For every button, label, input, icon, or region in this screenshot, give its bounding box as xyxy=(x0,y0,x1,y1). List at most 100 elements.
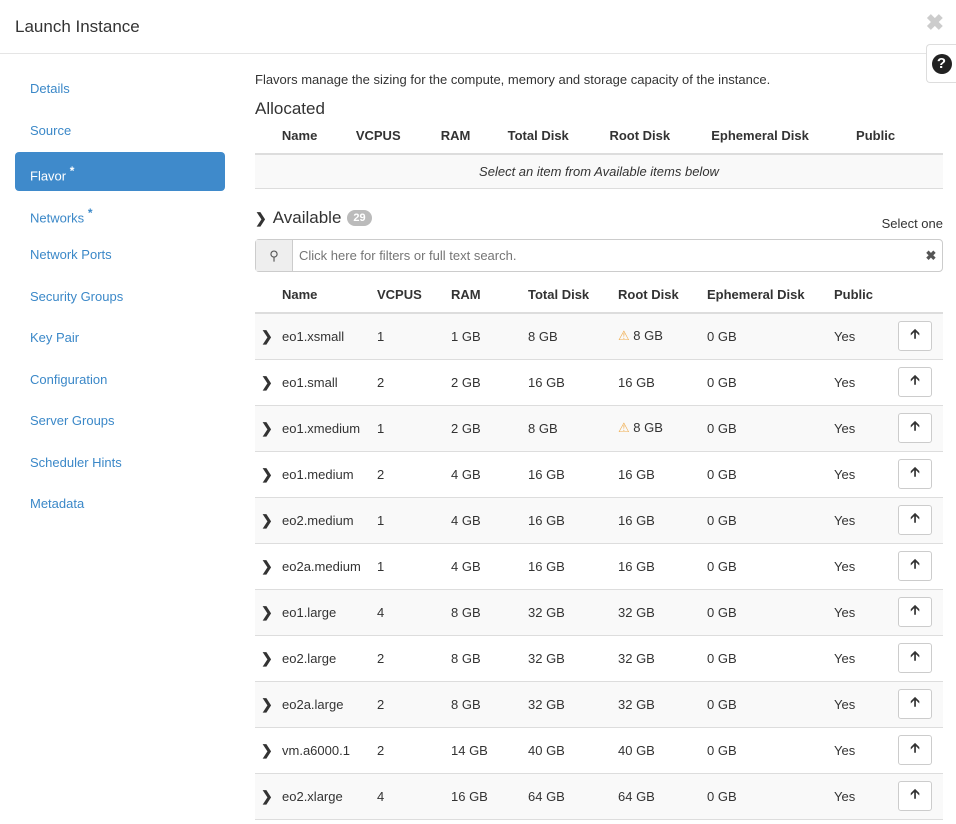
table-row: ❯ eo2.xlarge 4 16 GB 64 GB 64 GB 0 GB Yes 🡩 xyxy=(255,773,943,820)
sidebar-item-label: Security Groups xyxy=(30,288,124,304)
cell: 4 xyxy=(377,589,451,636)
expand-row-icon[interactable]: ❯ xyxy=(255,313,282,360)
cell: 0 GB xyxy=(707,313,834,360)
expand-row-icon[interactable]: ❯ xyxy=(255,451,282,498)
column-header[interactable]: Root Disk xyxy=(618,276,707,314)
allocate-button[interactable]: 🡩 xyxy=(898,413,932,443)
cell: 0 GB xyxy=(707,405,834,452)
arrow-up-icon: 🡩 xyxy=(910,648,920,663)
required-asterisk: * xyxy=(87,205,93,220)
cell: 1 xyxy=(377,405,451,452)
column-header[interactable]: Ephemeral Disk xyxy=(707,276,834,314)
cell: ⚠ 8 GB xyxy=(618,405,707,452)
allocate-button[interactable]: 🡩 xyxy=(898,321,932,352)
required-asterisk: * xyxy=(69,164,75,178)
table-row: ❯ eo1.xmedium 1 2 GB 8 GB ⚠ 8 GB 0 GB Yes 🡩 xyxy=(255,405,943,452)
cell: 1 xyxy=(377,313,451,360)
allocate-button[interactable]: 🡩 xyxy=(898,597,932,627)
allocate-button[interactable]: 🡩 xyxy=(898,689,932,719)
column-header[interactable]: Name xyxy=(282,276,377,314)
column-header: Public xyxy=(856,117,943,155)
cell: eo1.xmedium xyxy=(282,405,377,452)
cell: Yes xyxy=(834,681,898,728)
cell: 1 GB xyxy=(451,313,528,360)
sidebar-item-key-pair[interactable]: Key Pair xyxy=(15,318,225,357)
clear-search-icon[interactable]: ✖ xyxy=(925,247,937,263)
column-header[interactable]: Total Disk xyxy=(528,276,618,314)
available-table: Name VCPUS RAM Total Disk Root Disk Ephemeral… xyxy=(255,276,943,820)
column-header: Ephemeral Disk xyxy=(711,117,857,155)
allocate-button[interactable]: 🡩 xyxy=(898,367,932,397)
search-input[interactable] xyxy=(293,240,920,271)
expand-row-icon[interactable]: ❯ xyxy=(255,635,282,682)
allocate-button[interactable]: 🡩 xyxy=(898,551,932,581)
cell: 0 GB xyxy=(707,497,834,544)
allocated-table: Name VCPUS RAM Total Disk Root Disk Ephemeral… xyxy=(255,117,943,189)
sidebar-item-scheduler-hints[interactable]: Scheduler Hints xyxy=(15,443,225,482)
sidebar-item-metadata[interactable]: Metadata xyxy=(15,484,225,523)
cell: 16 GB xyxy=(618,543,707,590)
cell: 16 GB xyxy=(528,543,618,590)
expand-row-icon[interactable]: ❯ xyxy=(255,773,282,820)
sidebar-item-network-ports[interactable]: Network Ports xyxy=(15,235,225,274)
sidebar-item-label: Network Ports xyxy=(30,247,112,262)
cell: 0 GB xyxy=(707,773,834,820)
table-row: ❯ eo2a.medium 1 4 GB 16 GB 16 GB 0 GB Yes 🡩 xyxy=(255,543,943,590)
sidebar-item-details[interactable]: Details xyxy=(15,69,225,108)
expand-row-icon[interactable]: ❯ xyxy=(255,497,282,544)
cell: 2 xyxy=(377,681,451,728)
expand-row-icon[interactable]: ❯ xyxy=(255,405,282,452)
cell: Yes xyxy=(834,635,898,682)
sidebar-item-source[interactable]: Source xyxy=(15,111,225,150)
cell-value: 8 GB xyxy=(633,328,663,344)
allocate-button[interactable]: 🡩 xyxy=(898,781,932,811)
available-toggle[interactable]: ❯ Available 29 xyxy=(255,208,372,228)
expand-row-icon[interactable]: ❯ xyxy=(255,359,282,406)
cell: Yes xyxy=(834,313,898,360)
cell: 2 xyxy=(377,727,451,774)
cell: eo1.large xyxy=(282,589,377,636)
cell: 32 GB xyxy=(528,635,618,682)
close-icon[interactable]: ✖ xyxy=(925,10,944,35)
sidebar-item-server-groups[interactable]: Server Groups xyxy=(15,401,225,440)
spacer xyxy=(255,117,282,155)
expand-row-icon[interactable]: ❯ xyxy=(255,681,282,728)
arrow-up-icon: 🡩 xyxy=(910,326,920,342)
filter-search-bar: ⚲ ✖ xyxy=(255,239,943,272)
cell: eo1.small xyxy=(282,359,377,406)
cell: 32 GB xyxy=(618,635,707,682)
help-button[interactable]: ? xyxy=(926,44,956,83)
cell: Yes xyxy=(834,543,898,590)
cell: 1 xyxy=(377,543,451,590)
cell: 4 GB xyxy=(451,497,528,544)
expand-row-icon[interactable]: ❯ xyxy=(255,589,282,636)
allocate-button[interactable]: 🡩 xyxy=(898,505,932,535)
cell: 16 GB xyxy=(528,451,618,498)
sidebar-item-flavor[interactable]: Flavor * xyxy=(15,152,225,191)
warning-icon: ⚠ xyxy=(618,420,630,435)
column-header[interactable]: VCPUS xyxy=(377,276,451,314)
column-header[interactable]: Public xyxy=(834,276,898,314)
cell: 2 xyxy=(377,359,451,406)
cell: eo1.xsmall xyxy=(282,313,377,360)
sidebar-item-networks[interactable]: Networks * xyxy=(15,194,225,233)
arrow-up-icon: 🡩 xyxy=(910,694,920,709)
search-icon: ⚲ xyxy=(256,240,293,271)
sidebar-item-security-groups[interactable]: Security Groups xyxy=(15,277,225,316)
cell-value: 8 GB xyxy=(633,420,663,435)
allocate-button[interactable]: 🡩 xyxy=(898,459,932,489)
select-one-label: Select one xyxy=(881,216,943,231)
cell: eo2a.medium xyxy=(282,543,377,590)
column-header[interactable]: RAM xyxy=(451,276,528,314)
cell: 40 GB xyxy=(618,727,707,774)
allocate-button[interactable]: 🡩 xyxy=(898,735,932,765)
cell: Yes xyxy=(834,359,898,406)
allocate-button[interactable]: 🡩 xyxy=(898,643,932,673)
table-row: ❯ eo2.medium 1 4 GB 16 GB 16 GB 0 GB Yes 🡩 xyxy=(255,497,943,544)
cell: Yes xyxy=(834,727,898,774)
expand-row-icon[interactable]: ❯ xyxy=(255,543,282,590)
expand-row-icon[interactable]: ❯ xyxy=(255,727,282,774)
cell: 0 GB xyxy=(707,451,834,498)
sidebar-item-configuration[interactable]: Configuration xyxy=(15,360,225,399)
cell: 2 GB xyxy=(451,359,528,406)
